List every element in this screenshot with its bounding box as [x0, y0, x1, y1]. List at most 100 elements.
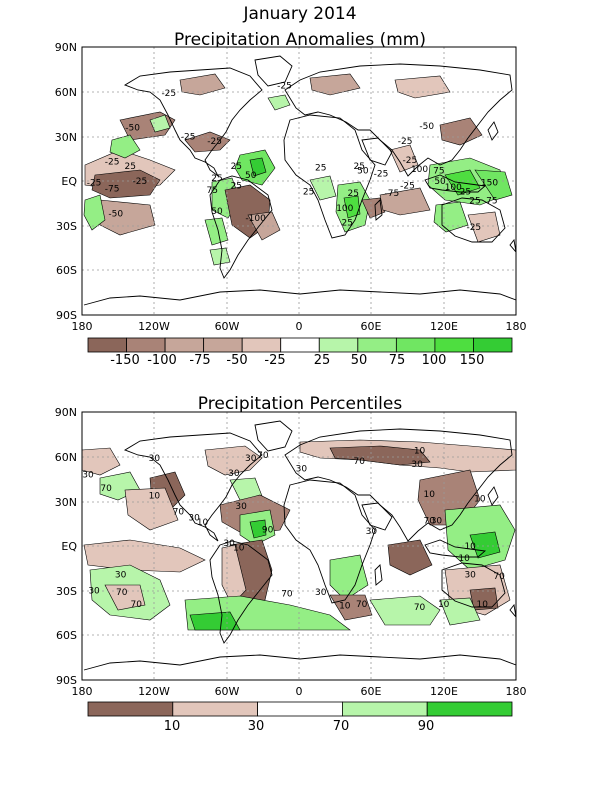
pct-region-sio-wet	[369, 595, 441, 626]
colorbar-swatch	[241, 337, 282, 353]
colorbar-label: 70	[333, 719, 350, 734]
coast-indonesia	[424, 174, 487, 193]
colorbar-label: -50	[226, 353, 247, 368]
colorbar-swatch	[126, 337, 166, 353]
anomaly-shading	[83, 73, 513, 266]
coast-antarctica	[83, 289, 516, 306]
coast-arabia	[361, 502, 393, 531]
contour-label: 25	[460, 187, 471, 197]
coast-south-america	[209, 540, 273, 644]
contour-label: -25	[403, 156, 418, 166]
contour-label: -25	[161, 89, 176, 99]
coast-africa	[283, 479, 376, 604]
coast-greenland	[254, 55, 293, 87]
colorbar-swatch	[341, 701, 428, 717]
contour-label: 30	[88, 587, 100, 597]
contour-label: -25	[466, 223, 481, 233]
coast-antarctica	[83, 654, 516, 671]
pct-region-wpac-verywet	[469, 531, 501, 559]
colorbar-swatch	[172, 701, 259, 717]
colorbar-swatch	[164, 337, 205, 353]
lat-label: 30S	[56, 220, 77, 233]
anomaly-region-india-dry	[389, 144, 419, 173]
anomaly-region-siberia-dry	[394, 75, 451, 99]
contour-label: 70	[131, 600, 143, 610]
contour-label: 25	[341, 219, 352, 229]
percentile-shading	[82, 439, 516, 631]
anomaly-region-madagascar-dry	[361, 197, 386, 219]
contour-label: -25	[277, 82, 292, 92]
percentile-colorbar: 10 30 70 90	[87, 701, 513, 734]
anomaly-lon-axis: 180 120W 60W 0 60E 120E 180	[72, 320, 527, 333]
lon-label: 120E	[430, 320, 458, 333]
contour-label: 10	[339, 602, 351, 612]
contour-label: 50	[245, 171, 257, 181]
contour-label: 50	[211, 207, 223, 217]
anomaly-region-seafrica-core	[343, 195, 361, 219]
lon-label: 180	[72, 320, 93, 333]
contour-label: 25	[231, 162, 242, 172]
contour-label: -25	[207, 137, 222, 147]
coast-australia	[441, 197, 506, 243]
contour-label: 10	[438, 600, 450, 610]
contour-label: -25	[105, 158, 120, 168]
contour-label: 70	[356, 600, 368, 610]
colorbar-swatch	[87, 337, 127, 353]
pct-region-spac-dry	[104, 584, 146, 611]
percentile-lat-axis: 90N 60N 30N EQ 30S 60S 90S	[55, 406, 78, 687]
percentile-map-frame	[81, 411, 517, 681]
colorbar-label: 10	[164, 719, 181, 734]
lon-label: 180	[72, 685, 93, 698]
coast-arabia	[361, 137, 393, 166]
contour-label: -50	[419, 122, 434, 132]
contour-label: 70	[173, 508, 185, 518]
lat-label: EQ	[61, 540, 77, 553]
lon-label: 0	[296, 320, 303, 333]
anomaly-region-arctic-dry	[309, 73, 361, 96]
contour-label: 30	[464, 570, 476, 580]
contour-label: 75	[433, 167, 444, 177]
coast-australia	[441, 562, 506, 608]
contour-label: -75	[105, 184, 120, 194]
pct-region-npac-dry	[124, 487, 179, 531]
coast-south-america	[209, 175, 273, 279]
lon-label: 60W	[215, 685, 240, 698]
colorbar-swatch	[280, 337, 320, 353]
contour-label: 30	[245, 454, 257, 464]
contour-label: 75	[206, 186, 217, 196]
lon-label: 120E	[430, 685, 458, 698]
pct-region-siberia-verydry	[329, 445, 431, 466]
colorbar-label: 75	[389, 353, 406, 368]
lat-label: 60S	[56, 629, 77, 642]
lat-label: EQ	[61, 175, 77, 188]
pct-region-safrica-wet	[329, 554, 369, 601]
colorbar-label: -25	[264, 353, 285, 368]
contour-label: 70	[257, 451, 269, 461]
pct-region-southern-wet-core	[189, 611, 241, 631]
colorbar-swatch	[434, 337, 474, 353]
coast-greenland	[254, 420, 293, 452]
anomaly-map-title: Precipitation Anomalies (mm)	[174, 30, 426, 50]
pct-region-atl-verywet	[249, 519, 267, 539]
colorbar-swatch	[473, 337, 513, 353]
contour-label: 70	[281, 590, 293, 600]
contour-label: -100	[245, 214, 266, 224]
percentile-map-title: Precipitation Percentiles	[197, 394, 403, 414]
contour-label: 30	[149, 454, 161, 464]
main-title: January 2014	[243, 4, 357, 24]
contour-label: 10	[464, 542, 476, 552]
anomaly-region-wpac-wet	[83, 194, 106, 231]
lat-label: 30N	[55, 131, 77, 144]
coast-north-america	[123, 432, 263, 542]
contour-label: -25	[398, 137, 413, 147]
colorbar-swatch	[87, 701, 174, 717]
contour-label: 10	[458, 554, 470, 564]
contour-label: 30	[431, 517, 443, 527]
lon-label: 60E	[361, 320, 382, 333]
contour-label: 30	[296, 465, 308, 475]
contour-label: 30	[188, 514, 200, 524]
anomaly-colorbar: -150 -100 -75 -50 -25 25 50 75 100 150	[87, 337, 513, 368]
contour-label: 25	[231, 181, 242, 191]
